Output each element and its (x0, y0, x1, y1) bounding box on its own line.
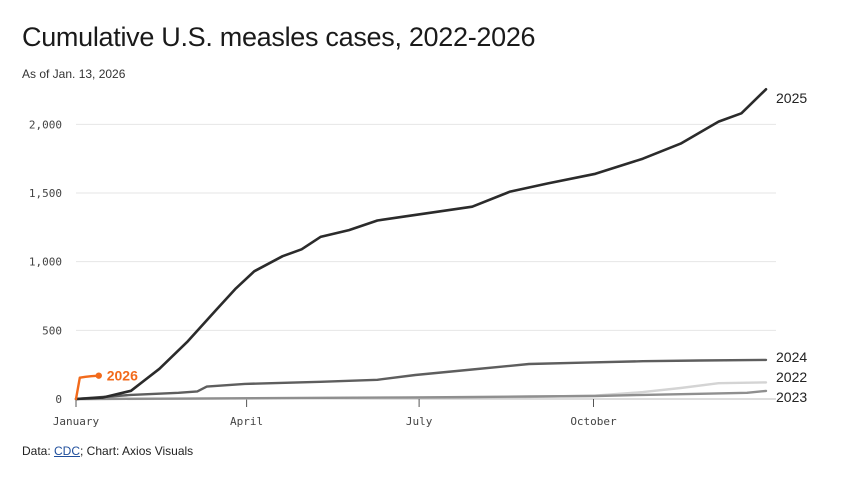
footer-data-prefix: Data: (22, 444, 55, 458)
chart-footer: Data: CDC; Chart: Axios Visuals (22, 444, 193, 458)
series-line-2024 (74, 358, 768, 401)
grid-layer: 0 500 1,000 1,500 2,000 January April July Octob… (29, 118, 776, 428)
series-layer (74, 88, 768, 401)
y-tick-label: 500 (42, 324, 62, 337)
chart-subtitle: As of Jan. 13, 2026 (22, 67, 126, 81)
x-tick-label: January (53, 415, 100, 428)
y-tick-label: 2,000 (29, 118, 62, 131)
series-endpoint-2026 (95, 372, 102, 379)
label-layer: 2022 2023 2024 2025 2026 (107, 90, 808, 405)
x-tick-label: October (570, 415, 617, 428)
series-label-2026: 2026 (107, 368, 138, 384)
source-link[interactable]: CDC (54, 444, 81, 458)
y-tick-label: 1,000 (29, 256, 62, 269)
series-label-2022: 2022 (776, 369, 807, 385)
x-tick-label: July (406, 415, 433, 428)
series-line-2025 (74, 88, 768, 401)
y-tick-label: 1,500 (29, 187, 62, 200)
series-line-2023 (74, 389, 768, 401)
line-chart: 0 500 1,000 1,500 2,000 January April July Octob… (29, 88, 808, 428)
y-tick-label: 0 (55, 393, 62, 406)
x-tick-label: April (230, 415, 263, 428)
footer-credit: ; Chart: Axios Visuals (80, 444, 194, 458)
series-label-2023: 2023 (776, 389, 807, 405)
series-label-2024: 2024 (776, 349, 807, 365)
chart-title: Cumulative U.S. measles cases, 2022-2026 (22, 22, 536, 52)
series-label-2025: 2025 (776, 90, 807, 106)
series-line-2026 (74, 374, 100, 401)
